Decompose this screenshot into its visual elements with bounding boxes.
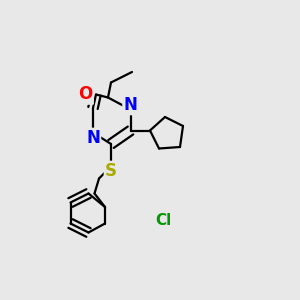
Text: S: S	[105, 162, 117, 180]
Text: Cl: Cl	[155, 213, 172, 228]
Text: O: O	[78, 85, 93, 103]
Text: N: N	[124, 96, 137, 114]
Text: N: N	[86, 129, 100, 147]
